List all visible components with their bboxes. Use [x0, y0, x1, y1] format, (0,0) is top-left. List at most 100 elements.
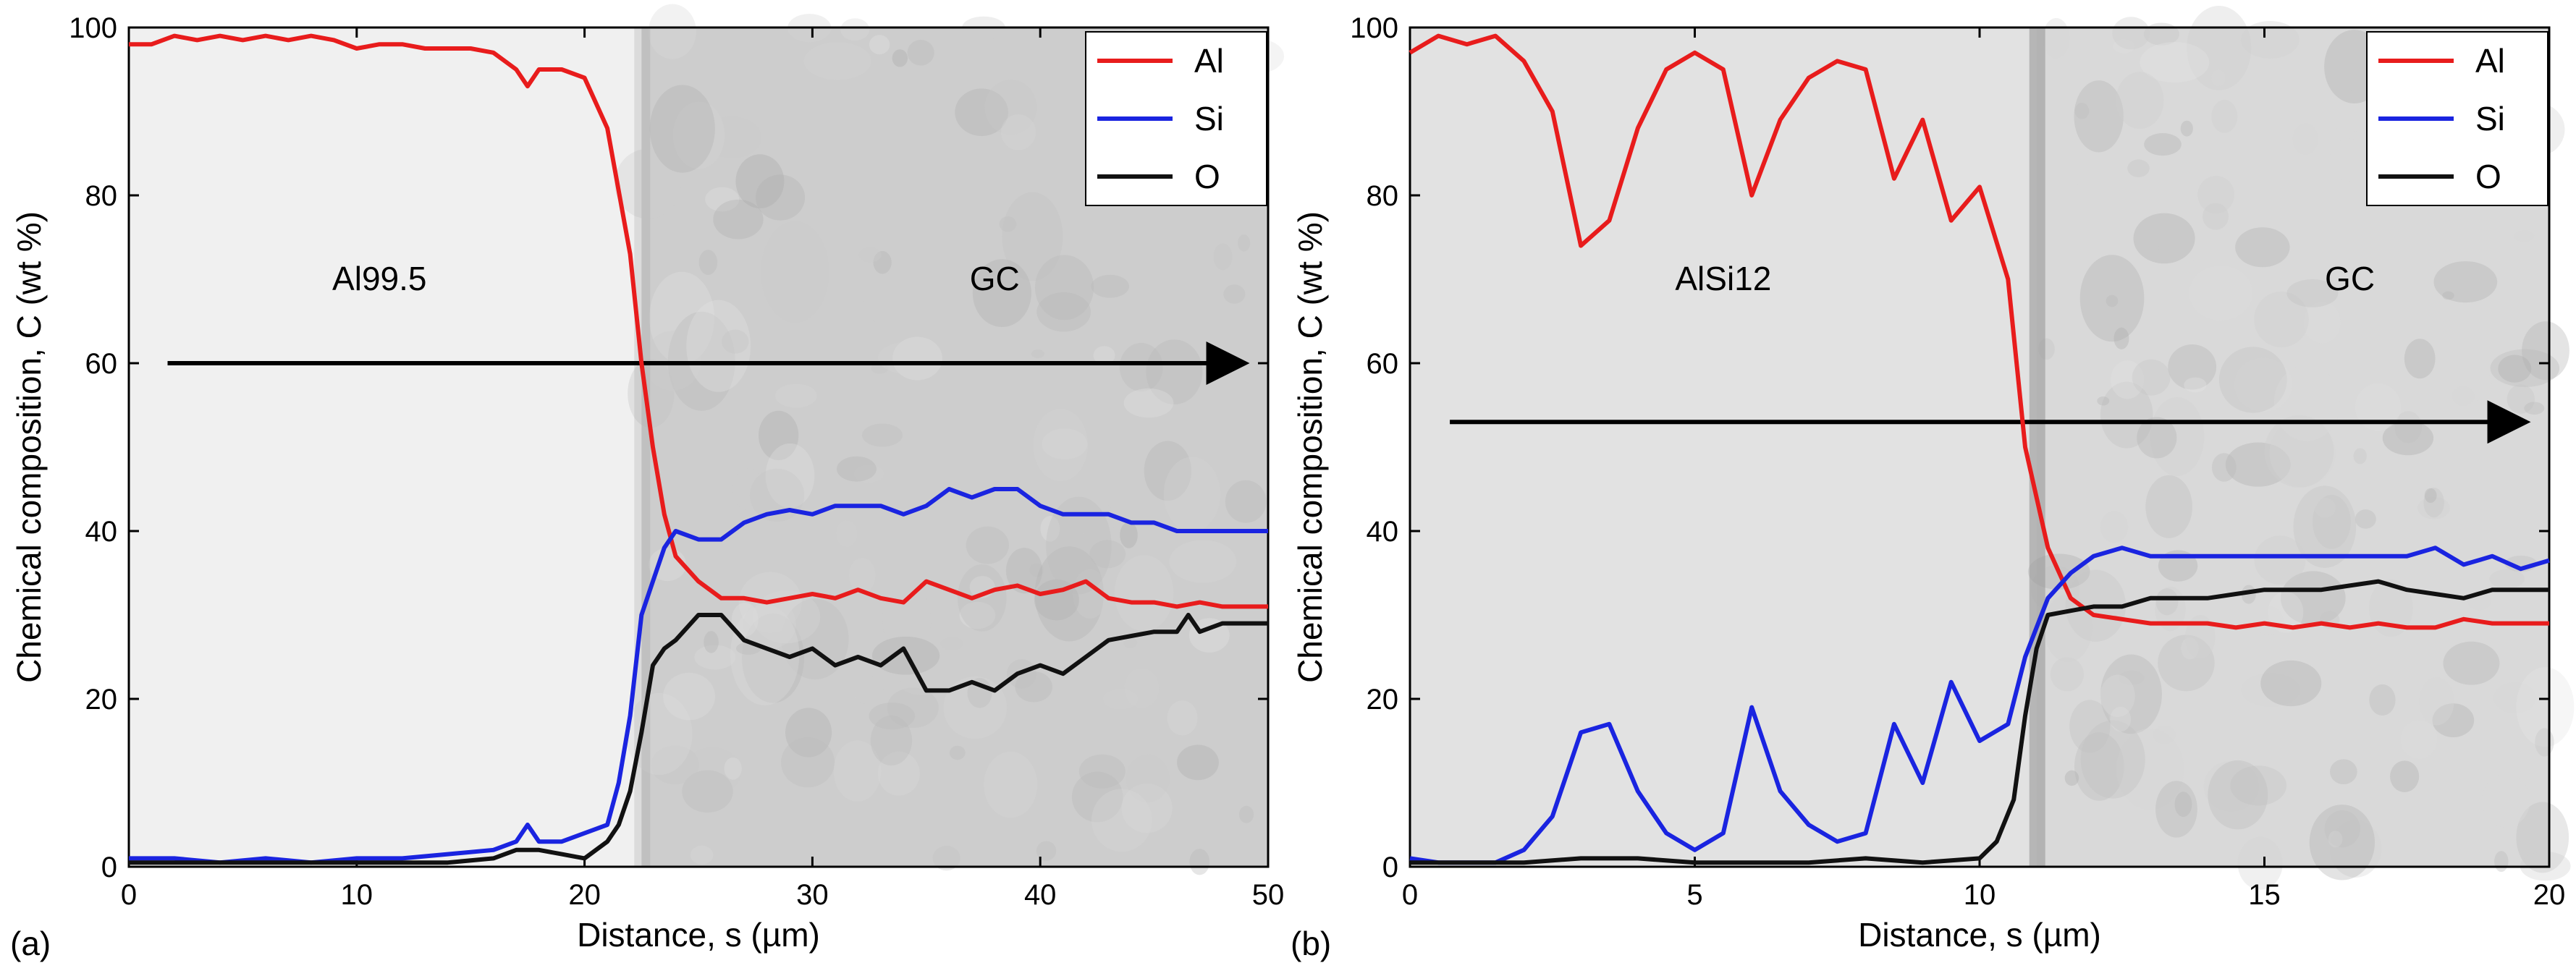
y-tick-label: 20	[1367, 684, 1399, 716]
micrograph-texture	[2050, 657, 2084, 692]
micrograph-texture	[854, 464, 884, 483]
legend-label: Al	[2475, 42, 2505, 80]
micrograph-texture	[651, 745, 699, 785]
micrograph-texture	[836, 456, 877, 482]
micrograph-texture	[2369, 684, 2396, 716]
micrograph-texture	[2329, 138, 2369, 182]
micrograph-texture	[2329, 820, 2382, 878]
micrograph-texture	[949, 745, 966, 760]
series-line-si	[129, 487, 1268, 865]
micrograph-texture	[649, 85, 715, 173]
micrograph-texture	[2253, 606, 2284, 635]
micrograph-texture	[2493, 682, 2536, 713]
micrograph-texture	[1034, 546, 1104, 642]
micrograph-texture	[2382, 420, 2434, 456]
region-label: GC	[2325, 260, 2375, 297]
y-axis-label: Chemical composition, C (wt %)	[1291, 211, 1329, 683]
interface-line	[634, 27, 651, 867]
x-axis-label: Distance, s (µm)	[577, 916, 820, 954]
series-line-al	[1409, 33, 2549, 630]
micrograph-texture	[2419, 677, 2454, 726]
micrograph-texture	[2494, 851, 2509, 873]
micrograph-texture	[2100, 381, 2153, 449]
micrograph-texture	[761, 221, 829, 323]
micrograph-texture	[2394, 411, 2423, 444]
micrograph-texture	[1177, 744, 1219, 781]
micrograph-texture	[1036, 292, 1091, 332]
micrograph-texture	[2417, 496, 2450, 519]
micrograph-texture	[2225, 442, 2291, 487]
y-tick-label: 0	[1382, 852, 1398, 883]
micrograph-texture	[1046, 496, 1112, 595]
region-label: GC	[970, 260, 1020, 297]
panel-label: (a)	[10, 925, 51, 962]
micrograph-texture	[2043, 18, 2070, 59]
micrograph-texture	[2432, 703, 2475, 738]
x-tick-label: 30	[796, 879, 829, 911]
micrograph-texture	[2111, 360, 2145, 399]
micrograph-texture	[2158, 229, 2204, 264]
x-tick-label: 20	[568, 879, 601, 911]
micrograph-texture	[2180, 120, 2193, 137]
micrograph-texture	[2355, 509, 2376, 529]
micrograph-texture	[2132, 359, 2171, 396]
micrograph-texture	[713, 199, 764, 239]
micrograph-texture	[2490, 349, 2560, 387]
micrograph-texture	[2197, 176, 2235, 214]
micrograph-texture	[1091, 274, 1129, 298]
micrograph-texture	[759, 410, 799, 461]
micrograph-texture	[724, 757, 742, 780]
micrograph-texture	[803, 42, 871, 80]
micrograph-texture	[672, 101, 725, 169]
micrograph-texture	[1238, 805, 1254, 823]
micrograph-texture	[615, 148, 681, 219]
micrograph-texture	[984, 751, 1038, 818]
micrograph-texture	[2218, 347, 2287, 413]
chart-panel-b: 0 5 10 15 20 0 20 40 60 80 100 Distance, s (µm) Chem…	[1291, 6, 2575, 962]
micrograph-texture	[2469, 369, 2492, 402]
micrograph-texture	[2100, 674, 2135, 718]
micrograph-texture	[2074, 103, 2090, 119]
micrograph-texture	[2211, 453, 2237, 482]
micrograph-texture	[836, 520, 858, 547]
micrograph-texture	[2080, 720, 2145, 799]
micrograph-texture	[2309, 805, 2376, 880]
micrograph-texture	[861, 423, 903, 447]
legend-label: Si	[2475, 100, 2505, 137]
x-tick-label: 0	[1402, 879, 1418, 911]
micrograph-texture	[2069, 700, 2111, 753]
legend-label: O	[1194, 158, 1220, 195]
y-tick-label: 80	[1367, 180, 1399, 212]
micrograph-texture	[2489, 569, 2525, 589]
micrograph-texture	[1005, 548, 1043, 594]
micrograph-texture	[2353, 448, 2367, 464]
micrograph-texture	[755, 174, 806, 221]
micrograph-texture	[1114, 555, 1174, 632]
micrograph-texture	[2254, 291, 2309, 348]
micrograph-texture	[1225, 480, 1267, 523]
micrograph-texture	[2424, 488, 2437, 504]
micrograph-texture	[2524, 402, 2545, 415]
micrograph-texture	[2286, 279, 2339, 307]
micrograph-texture	[2113, 327, 2129, 349]
micrograph-texture	[877, 341, 941, 375]
region-label: AlSi12	[1675, 260, 1771, 297]
micrograph-texture	[649, 271, 715, 365]
y-tick-label: 20	[85, 684, 118, 716]
x-tick-label: 0	[121, 879, 137, 911]
micrograph-texture	[2158, 635, 2215, 692]
micrograph-texture	[1126, 754, 1170, 803]
micrograph-texture	[2113, 39, 2135, 54]
micrograph-texture	[892, 49, 908, 67]
x-tick-label: 40	[1024, 879, 1057, 911]
micrograph-texture	[2184, 377, 2207, 393]
series-line-o	[129, 613, 1268, 865]
y-tick-label: 80	[85, 180, 118, 212]
micrograph-texture	[2280, 571, 2346, 625]
x-axis-label: Distance, s (µm)	[1858, 916, 2101, 954]
micrograph-texture	[2153, 725, 2176, 744]
micrograph-texture	[702, 116, 762, 158]
micrograph-texture	[781, 598, 849, 680]
micrograph-texture	[1223, 284, 1246, 304]
micrograph-texture	[984, 80, 1037, 135]
